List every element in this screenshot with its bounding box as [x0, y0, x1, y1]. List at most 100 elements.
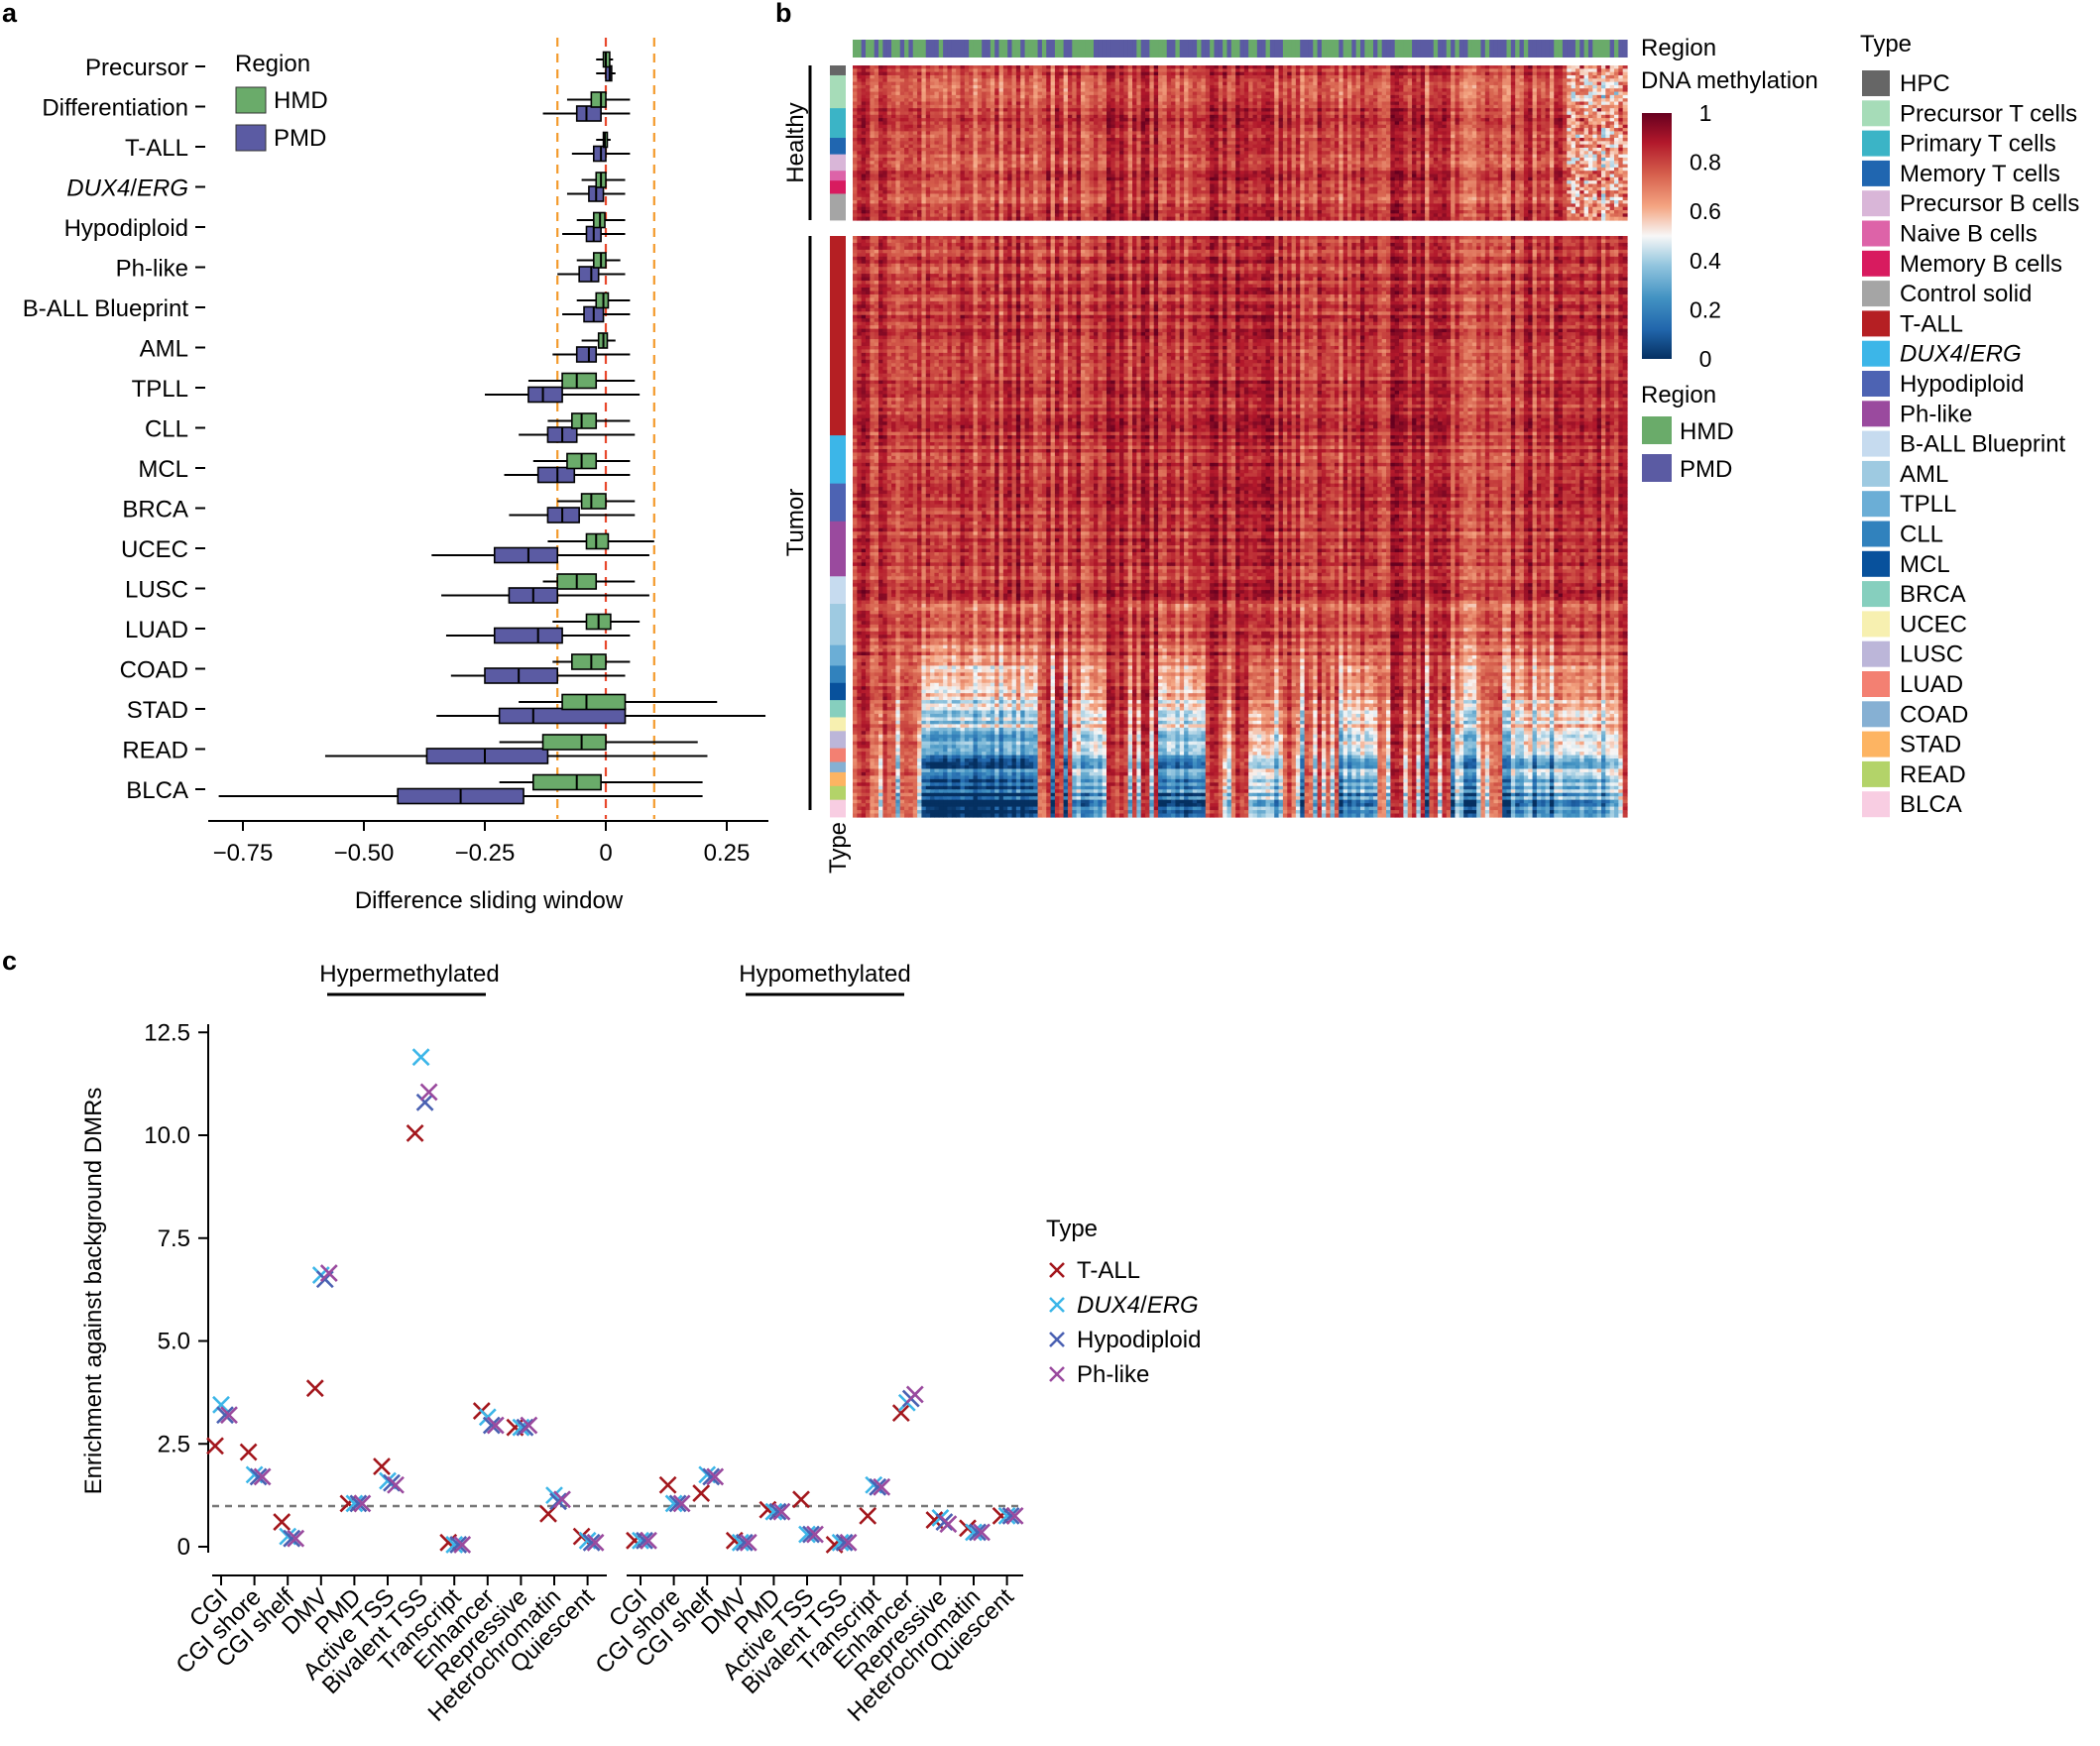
heat-cell [899, 91, 905, 96]
heat-cell [938, 65, 944, 69]
heat-cell [1033, 78, 1039, 83]
region-cell [925, 40, 931, 58]
heat-cell [1166, 71, 1172, 76]
heat-cell [934, 88, 940, 93]
heat-cell [1592, 84, 1598, 89]
heat-cell [1239, 71, 1245, 76]
heat-cell [1334, 81, 1340, 86]
heat-cell [1515, 78, 1521, 83]
heat-cell [1476, 91, 1482, 96]
heat-cell [960, 68, 966, 73]
heat-cell [1007, 84, 1013, 89]
heat-cell [1287, 94, 1293, 99]
heat-cell [1463, 84, 1469, 89]
heat-cell [1519, 108, 1525, 113]
heat-cell [1304, 94, 1310, 99]
heat-cell [1622, 78, 1628, 83]
heat-cell [912, 71, 918, 76]
heat-cell [1127, 71, 1133, 76]
heat-cell [1235, 65, 1241, 69]
heat-cell [1226, 98, 1232, 103]
heat-cell [1476, 104, 1482, 109]
heat-cell [1458, 84, 1464, 89]
heat-cell [1390, 98, 1396, 103]
heat-cell [1373, 98, 1378, 103]
heat-cell [1377, 98, 1383, 103]
category-label: MCL [138, 456, 188, 483]
heat-cell [1054, 94, 1060, 99]
heat-cell [1587, 81, 1593, 86]
heat-cell [1596, 68, 1602, 73]
heat-cell [1295, 65, 1301, 69]
heat-cell [1455, 81, 1460, 86]
heat-cell [912, 84, 918, 89]
heat-cell [1451, 84, 1457, 89]
heat-cell [1175, 101, 1181, 106]
heat-cell [1613, 91, 1619, 96]
heat-cell [1192, 88, 1198, 93]
heat-cell [1471, 91, 1477, 96]
heat-cell [861, 104, 867, 109]
heat-cell [1377, 74, 1383, 79]
heat-cell [1119, 88, 1124, 93]
heat-cell [1541, 108, 1547, 113]
heat-cell [1110, 84, 1116, 89]
heat-cell [956, 81, 962, 86]
heat-cell [1201, 68, 1207, 73]
heat-cell [1300, 94, 1306, 99]
heat-cell [1605, 101, 1611, 106]
heat-cell [1072, 74, 1078, 79]
heat-cell [1304, 108, 1310, 113]
heat-cell [1489, 91, 1495, 96]
heat-cell [1261, 68, 1267, 73]
heat-cell [1420, 71, 1426, 76]
heat-cell [1166, 94, 1172, 99]
heat-cell [1334, 94, 1340, 99]
heat-cell [1420, 101, 1426, 106]
heat-cell [1248, 65, 1254, 69]
region-cell [1274, 40, 1280, 58]
heat-cell [1291, 78, 1297, 83]
heat-cell [960, 65, 966, 69]
heat-cell [1054, 98, 1060, 103]
heat-cell [1256, 84, 1262, 89]
heat-cell [1080, 71, 1086, 76]
region-cell [1179, 40, 1185, 58]
type-annotation-blca [830, 799, 846, 818]
box-hmd [571, 653, 607, 670]
heat-cell [960, 94, 966, 99]
heat-cell [886, 101, 892, 106]
heat-cell [1467, 74, 1473, 79]
heat-cell [1438, 78, 1444, 83]
heat-cell [1308, 74, 1314, 79]
heat-cell [1403, 68, 1409, 73]
heat-cell [1007, 104, 1013, 109]
heat-cell [1390, 108, 1396, 113]
heat-cell [1002, 108, 1008, 113]
region-cell [930, 40, 936, 58]
region-cell [921, 40, 927, 58]
heat-cell [986, 78, 992, 83]
heat-cell [1011, 91, 1017, 96]
heat-cell [1067, 104, 1073, 109]
heat-cell [1326, 94, 1332, 99]
heat-cell [1545, 81, 1551, 86]
heat-cell [908, 81, 914, 86]
heat-cell [917, 101, 923, 106]
region-cell [1313, 40, 1319, 58]
heat-cell [886, 88, 892, 93]
heat-cell [1545, 108, 1551, 113]
heat-cell [1261, 98, 1267, 103]
heat-cell [1313, 104, 1319, 109]
heat-cell [1085, 98, 1091, 103]
region-cell [1235, 40, 1241, 58]
heat-cell [951, 78, 957, 83]
heat-cell [874, 84, 879, 89]
heat-cell [1579, 98, 1585, 103]
heat-cell [1575, 84, 1580, 89]
heat-cell [1579, 108, 1585, 113]
heat-cell [1605, 94, 1611, 99]
heat-cell [1497, 94, 1503, 99]
heat-cell [1420, 94, 1426, 99]
heat-cell [1425, 71, 1431, 76]
